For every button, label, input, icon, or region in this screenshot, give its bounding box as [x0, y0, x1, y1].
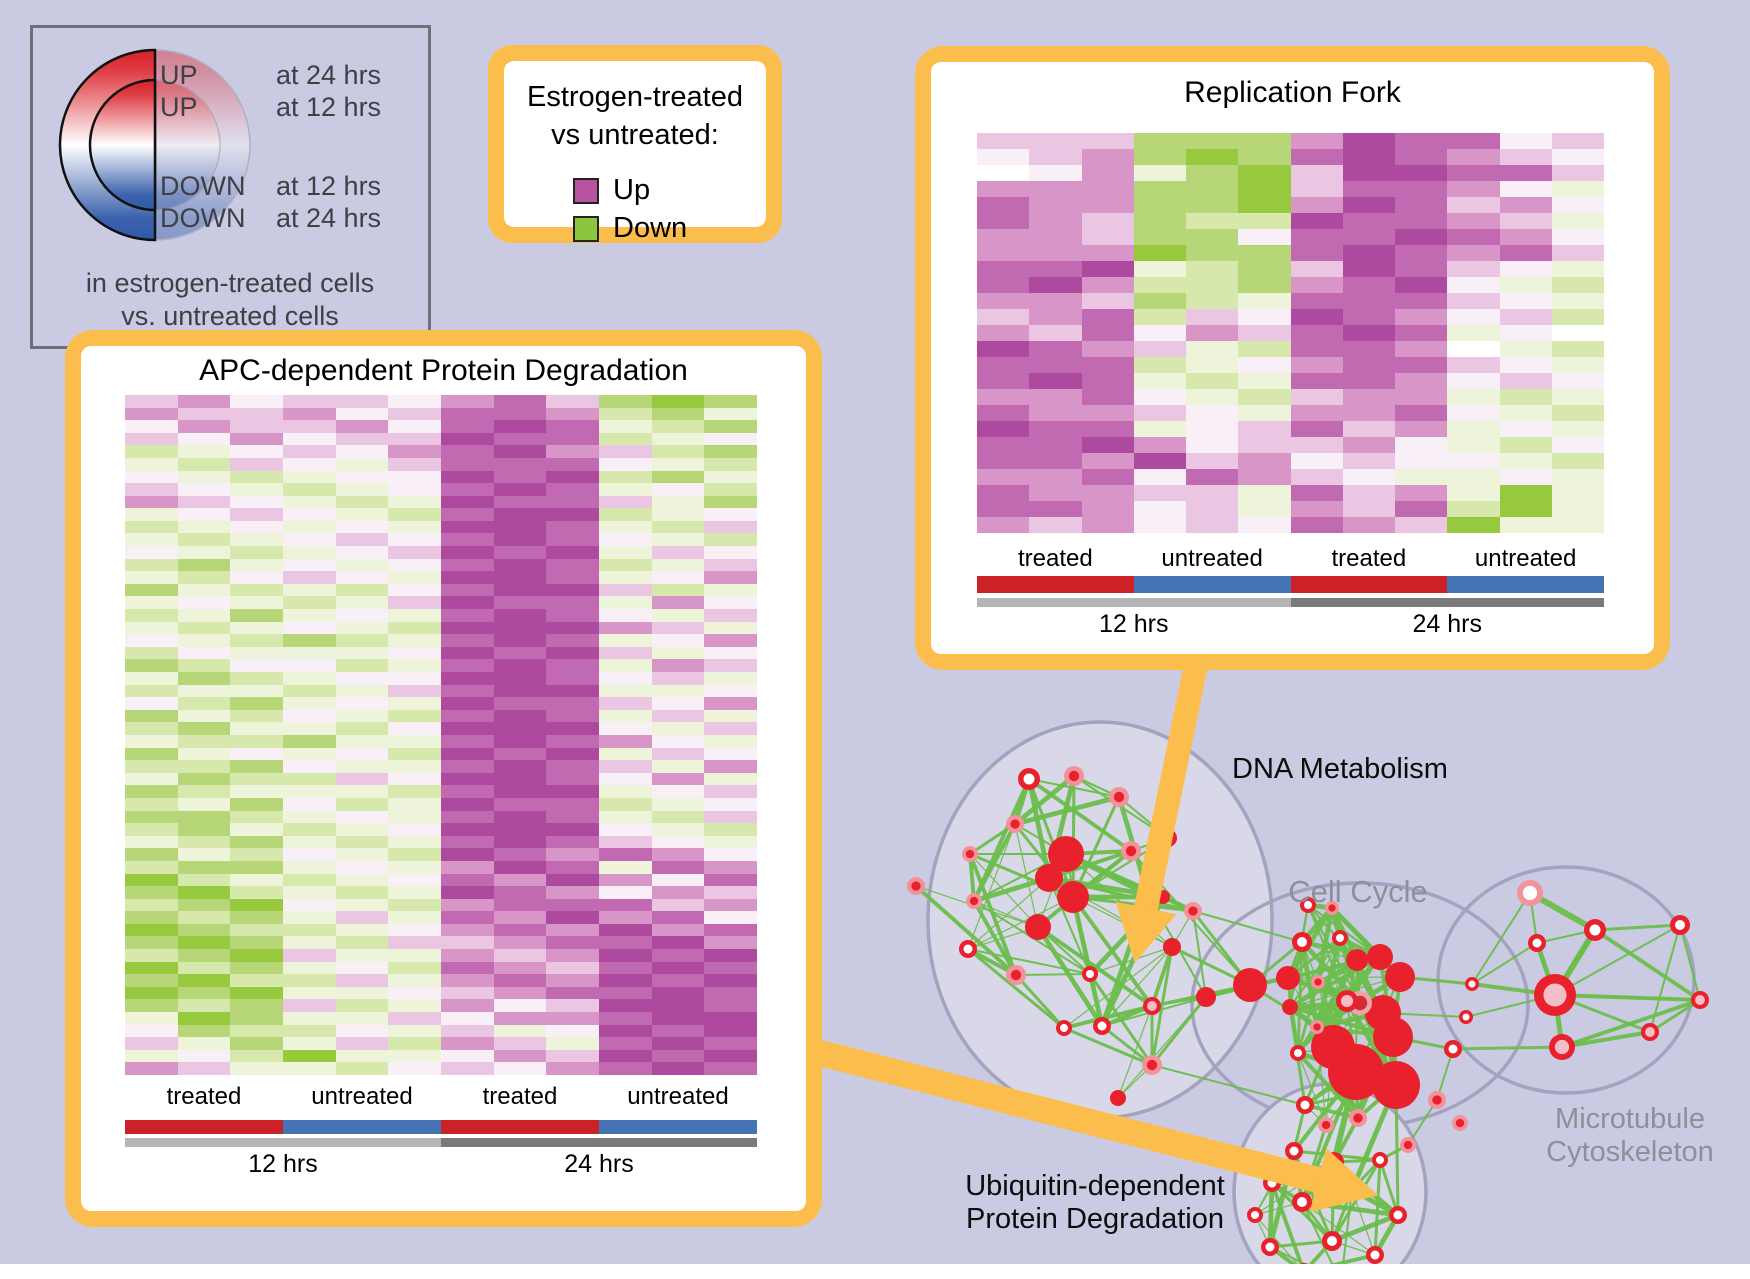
rf-group-treated-24: treated: [1331, 545, 1407, 572]
apc-group-untreated-12: untreated: [311, 1083, 413, 1110]
ring-label-down12: DOWN: [160, 171, 245, 201]
estrogen-legend-items: Up Down: [504, 169, 766, 245]
up-color-swatch: [573, 177, 599, 204]
ring-caption-line2: vs. untreated cells: [121, 301, 339, 331]
legend-down-label: Down: [613, 212, 688, 244]
rf-treatment-colorbar: [977, 576, 1604, 593]
rf-time-labels: 12 hrs 24 hrs: [977, 610, 1604, 639]
apc-heatmap: [125, 395, 757, 1075]
apc-group-untreated-24: untreated: [627, 1083, 729, 1110]
bottom-margin: [0, 1264, 1750, 1279]
legend-up-label: Up: [613, 174, 651, 206]
ring-gradient-legend: UP at 24 hrs UP at 12 hrs DOWN at 12 hrs…: [30, 25, 431, 349]
legend-item-down: Down: [573, 212, 697, 245]
apc-time-24hrs: 24 hrs: [564, 1150, 634, 1178]
apc-group-labels: treated untreated treated untreated: [125, 1083, 757, 1111]
ring-gradient-diagram: UP at 24 hrs UP at 12 hrs DOWN at 12 hrs…: [58, 48, 381, 331]
apc-time-12hrs: 12 hrs: [248, 1150, 318, 1178]
apc-time-colorbar: [125, 1138, 757, 1147]
connector-arrow-head-1: [1309, 1148, 1379, 1212]
cell-cycle-label: Cell Cycle: [1288, 874, 1498, 910]
rf-group-untreated-12: untreated: [1161, 545, 1263, 572]
ring-time-down24: at 24 hrs: [276, 203, 381, 233]
ubiquitin-label-line1: Ubiquitin-dependent: [965, 1170, 1225, 1202]
apc-panel-title: APC-dependent Protein Degradation: [199, 354, 688, 387]
connector-arrow-head-0: [1115, 901, 1177, 963]
apc-group-treated-24: treated: [482, 1083, 558, 1110]
rf-group-untreated-24: untreated: [1474, 545, 1577, 572]
replication-fork-heatmap: [977, 133, 1604, 533]
replication-fork-panel: Replication Fork treated untreated treat…: [915, 46, 1670, 670]
rf-time-24hrs: 24 hrs: [1412, 610, 1482, 638]
connector-arrow-shaft-1: [816, 1040, 1322, 1193]
microtubule-label-line1: Microtubule: [1555, 1103, 1705, 1135]
cell-cycle-label-text: Cell Cycle: [1288, 874, 1428, 909]
apc-time-labels: 12 hrs 24 hrs: [125, 1150, 757, 1179]
cluster-ellipse-0: [926, 720, 1274, 1120]
estrogen-legend-inner: Estrogen-treated vs untreated: Up Down: [504, 61, 766, 244]
ring-label-down24: DOWN: [160, 203, 245, 233]
ubiquitin-degradation-label: Ubiquitin-dependent Protein Degradation: [965, 1170, 1225, 1236]
rf-group-labels: treated untreated treated untreated: [977, 545, 1604, 573]
replication-fork-title: Replication Fork: [1184, 76, 1401, 109]
apc-treatment-colorbar: [125, 1120, 757, 1134]
dna-metabolism-label: DNA Metabolism: [1232, 753, 1448, 785]
connector-arrow-shaft-0: [1134, 657, 1209, 911]
ring-time-down12: at 12 hrs: [276, 171, 381, 201]
estrogen-legend-box: Estrogen-treated vs untreated: Up Down: [488, 45, 782, 244]
apc-group-treated-12: treated: [166, 1083, 242, 1110]
estrogen-legend-title-line2: vs untreated:: [551, 119, 719, 151]
microtubule-cytoskeleton-label: Microtubule Cytoskeleton: [1546, 1103, 1714, 1169]
ring-label-up12: UP: [160, 92, 198, 122]
ring-time-up12: at 12 hrs: [276, 92, 381, 122]
ring-label-up24: UP: [160, 60, 198, 90]
estrogen-legend-title-line1: Estrogen-treated: [526, 81, 743, 113]
legend-item-up: Up: [573, 174, 697, 207]
microtubule-label-line2: Cytoskeleton: [1546, 1136, 1714, 1168]
rf-time-12hrs: 12 hrs: [1099, 610, 1169, 638]
ubiquitin-label-line2: Protein Degradation: [966, 1203, 1224, 1235]
rf-group-treated-12: treated: [1018, 545, 1093, 572]
network-nodes: [907, 766, 1709, 1279]
down-color-swatch: [573, 215, 599, 242]
ring-time-up24: at 24 hrs: [276, 60, 381, 90]
ring-caption-line1: in estrogen-treated cells: [86, 268, 374, 298]
apc-degradation-panel: APC-dependent Protein Degradation treate…: [65, 330, 822, 1227]
solid-left-half-rings: [58, 48, 157, 242]
rf-time-colorbar: [977, 598, 1604, 607]
